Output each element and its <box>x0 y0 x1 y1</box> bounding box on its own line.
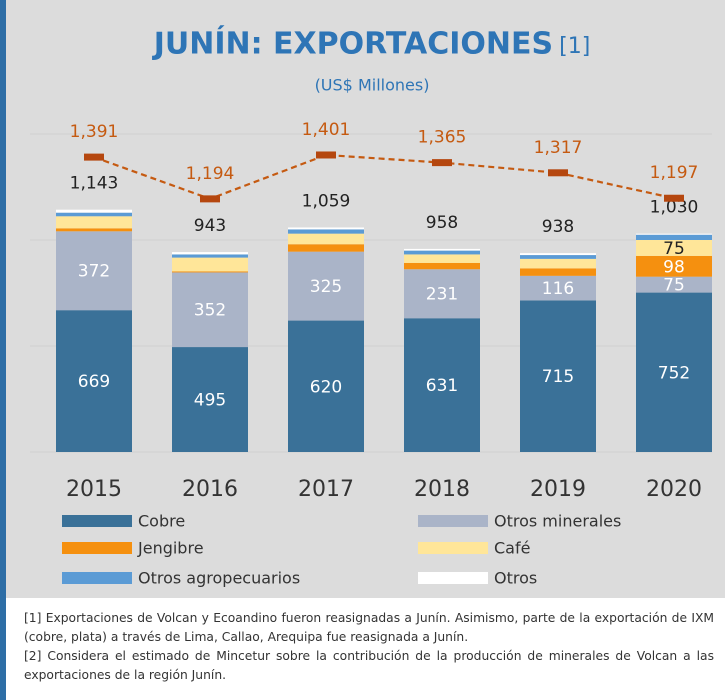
segment-label: 352 <box>194 301 226 321</box>
bar-segment <box>520 258 596 269</box>
line-label: 1,197 <box>650 163 699 183</box>
segment-label: 372 <box>78 262 110 282</box>
bar-segment <box>404 269 480 319</box>
x-tick-label: 2020 <box>646 477 702 502</box>
side-strip <box>0 0 6 700</box>
bar-segment <box>288 233 364 245</box>
legend-swatch <box>418 542 488 554</box>
line-marker <box>548 169 568 177</box>
line-label: 1,365 <box>418 128 467 148</box>
bar-segment <box>636 233 712 235</box>
bar-segment <box>288 251 364 321</box>
bar-segment <box>56 212 132 217</box>
chart-title: JUNÍN: EXPORTACIONES <box>152 26 553 62</box>
segment-label: 752 <box>658 363 690 383</box>
total-label: 958 <box>426 213 458 233</box>
legend-label: Otros <box>494 569 537 588</box>
bar-segment <box>56 209 132 213</box>
bar-segment <box>404 248 480 251</box>
line-label: 1,401 <box>302 120 351 140</box>
segment-label: 75 <box>663 239 685 259</box>
segment-label: 620 <box>310 377 342 397</box>
bar-segment <box>636 276 712 293</box>
legend-swatch <box>62 572 132 584</box>
chart: JUNÍN: EXPORTACIONES [1] (US$ Millones) … <box>6 0 725 598</box>
total-label: 1,030 <box>650 198 699 218</box>
bar-segment <box>172 252 248 255</box>
footnote: [2] Considera el estimado de Mincetur so… <box>24 649 714 682</box>
segment-label: 495 <box>194 391 226 411</box>
x-tick-label: 2017 <box>298 477 354 502</box>
footnote: [1] Exportaciones de Volcan y Ecoandino … <box>24 611 714 644</box>
legend-swatch <box>62 542 132 554</box>
bar-segment <box>520 255 596 259</box>
total-label: 943 <box>194 216 226 236</box>
bar-segment <box>288 244 364 252</box>
bar-segment <box>636 234 712 240</box>
bar-segment <box>172 347 248 452</box>
x-tick-label: 2019 <box>530 477 586 502</box>
total-label: 938 <box>542 217 574 237</box>
bar-segment <box>520 275 596 301</box>
bar-segment <box>404 318 480 452</box>
bar-segment <box>636 292 712 452</box>
segment-label: 631 <box>426 376 458 396</box>
footnotes: [1] Exportaciones de Volcan y Ecoandino … <box>24 609 714 685</box>
total-label: 1,143 <box>70 174 119 194</box>
legend-swatch <box>418 572 488 584</box>
bar-segment <box>172 271 248 273</box>
bar-segment <box>404 250 480 255</box>
bar-segment <box>56 228 132 232</box>
line-label: 1,317 <box>534 138 583 158</box>
legend-label: Otros agropecuarios <box>138 569 300 588</box>
bar-segment <box>56 231 132 311</box>
legend-label: Otros minerales <box>494 512 621 531</box>
line-marker <box>664 194 684 202</box>
title-note: [1] <box>559 34 590 59</box>
segment-label: 715 <box>542 367 574 387</box>
segment-label: 116 <box>542 279 574 299</box>
bar-segment <box>520 300 596 452</box>
chart-subtitle: (US$ Millones) <box>315 76 430 95</box>
bar-segment <box>172 257 248 272</box>
legend-label: Jengibre <box>137 539 204 558</box>
bar-segment <box>172 254 248 258</box>
bar-segment <box>56 216 132 229</box>
legend-swatch <box>418 515 488 527</box>
segment-label: 669 <box>78 372 110 392</box>
bar-segment <box>520 268 596 276</box>
bar-segment <box>288 320 364 452</box>
line-label: 1,391 <box>70 122 119 142</box>
x-tick-label: 2018 <box>414 477 470 502</box>
legend-swatch <box>62 515 132 527</box>
line-label: 1,194 <box>186 164 235 184</box>
legend-label: Café <box>494 539 530 558</box>
bar-segment <box>404 262 480 270</box>
line-marker <box>316 151 336 159</box>
bar-segment <box>288 227 364 230</box>
line <box>93 153 675 201</box>
bar-segment <box>636 255 712 277</box>
bar-segment <box>636 240 712 256</box>
bar-segment <box>172 272 248 348</box>
bar-segment <box>288 229 364 234</box>
x-tick-label: 2016 <box>182 477 238 502</box>
segment-label: 98 <box>663 257 685 277</box>
bar-segment <box>520 253 596 256</box>
line-marker <box>84 153 104 161</box>
segment-label: 231 <box>426 285 458 305</box>
legend-label: Cobre <box>138 512 185 531</box>
x-tick-label: 2015 <box>66 477 122 502</box>
bar-segment <box>404 254 480 263</box>
segment-label: 325 <box>310 277 342 297</box>
segment-label: 75 <box>663 276 685 296</box>
line-marker <box>200 195 220 203</box>
line-marker <box>432 159 452 167</box>
total-label: 1,059 <box>302 191 351 211</box>
bar-segment <box>56 310 132 452</box>
